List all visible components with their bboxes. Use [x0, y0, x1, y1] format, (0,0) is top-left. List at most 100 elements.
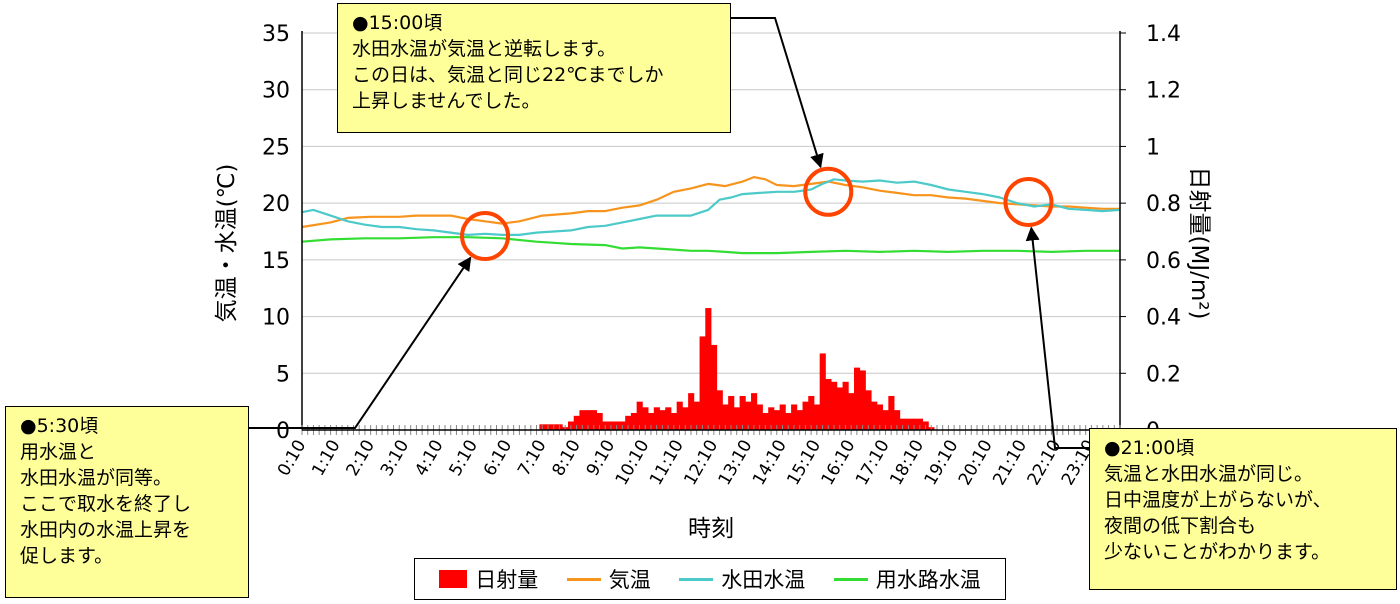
- left-axis-tick-labels: 0 5 10 15 20 25 30 35: [262, 22, 290, 444]
- solar-bar: [670, 412, 678, 430]
- series-line-水田水温: [301, 178, 1120, 236]
- solar-bar: [865, 390, 872, 430]
- solar-bar: [745, 401, 752, 430]
- legend-swatch: [833, 577, 868, 581]
- solar-bar: [791, 404, 798, 430]
- solar-bar: [831, 381, 838, 430]
- callout-line: 日中温度が上がらないが、: [1104, 489, 1332, 511]
- legend-item: 用水路水温: [833, 564, 981, 594]
- legend-label: 気温: [608, 568, 651, 592]
- legend-label: 用水路水温: [875, 568, 981, 592]
- highlight-circle: [1003, 177, 1054, 228]
- solar-bar: [762, 412, 769, 430]
- y-tick-left: 20: [262, 192, 290, 217]
- y-axis-left-label: 気温・水温(℃): [214, 164, 240, 323]
- legend-label: 水田水温: [721, 568, 806, 592]
- solar-bar: [648, 412, 655, 430]
- solar-bar: [796, 410, 803, 430]
- x-tick-label: 13:10: [715, 437, 757, 489]
- solar-bar: [779, 404, 786, 430]
- x-tick-label: 22:10: [1024, 437, 1066, 489]
- x-tick-label: 1:10: [308, 437, 344, 480]
- solar-bar: [705, 308, 712, 430]
- x-tick-label: 19:10: [921, 437, 963, 489]
- x-tick-label: 12:10: [680, 437, 722, 489]
- highlight-circle: [460, 211, 511, 262]
- solar-bar: [773, 410, 781, 430]
- y-tick-right: 0.4: [1146, 306, 1181, 331]
- callout-line: ●21:00頃: [1104, 437, 1195, 459]
- x-tick-label: 18:10: [886, 437, 928, 489]
- solar-bar: [590, 410, 597, 430]
- callout-line: 夜間の低下割合も: [1104, 515, 1257, 537]
- solar-bar: [716, 390, 723, 430]
- axes: [301, 31, 1126, 435]
- x-tick-label: 5:10: [446, 437, 482, 480]
- right-axis-tick-labels: 00.20.40.60.811.21.4: [1146, 22, 1181, 444]
- solar-bar: [688, 393, 695, 430]
- solar-bar: [825, 378, 832, 430]
- solar-bar: [699, 336, 706, 430]
- legend-swatch: [566, 577, 601, 581]
- legend-item: 日射量: [439, 564, 538, 594]
- callout-arrows: [249, 17, 1089, 449]
- callout-line: 水田水温が気温と逆転します。: [352, 38, 617, 60]
- solar-bar: [596, 412, 603, 430]
- callout-arrow: [1025, 226, 1089, 449]
- y-tick-left: 35: [262, 22, 290, 47]
- y-tick-right: 1.4: [1146, 22, 1181, 47]
- solar-bar: [768, 407, 775, 430]
- solar-bar: [848, 393, 855, 430]
- y-tick-left: 0: [276, 419, 290, 444]
- solar-bar: [785, 412, 792, 430]
- x-tick-label: 8:10: [548, 437, 584, 480]
- y-tick-left: 25: [262, 135, 290, 160]
- x-tick-label: 21:10: [989, 437, 1031, 489]
- x-tick-label: 16:10: [818, 437, 860, 489]
- solar-bar: [579, 410, 586, 430]
- x-tick-label: 6:10: [480, 437, 516, 480]
- y-tick-right: 0.8: [1146, 192, 1181, 217]
- solar-bar: [653, 407, 660, 430]
- legend-swatch: [679, 577, 714, 581]
- solar-bar: [625, 415, 632, 430]
- solar-bar: [876, 404, 884, 430]
- x-tick-label: 9:10: [583, 437, 619, 480]
- x-tick-label: 4:10: [411, 437, 447, 480]
- callout-line: 気温と水田水温が同じ。: [1104, 463, 1314, 485]
- callout-line: 促します。: [20, 545, 114, 567]
- legend-item: 水田水温: [679, 564, 805, 594]
- callout-line: 水田水温が同等。: [20, 467, 173, 489]
- solar-bar: [665, 407, 672, 430]
- solar-bar: [842, 381, 849, 430]
- solar-bar: [916, 418, 924, 430]
- callout-arrow: [731, 17, 824, 169]
- callout-line: ここで取水を終了し: [20, 493, 192, 515]
- solar-bar: [630, 412, 638, 430]
- solar-bar: [808, 395, 815, 430]
- highlight-circle: [803, 166, 854, 217]
- legend-item: 気温: [566, 564, 651, 594]
- x-tick-label: 10:10: [612, 437, 654, 489]
- solar-bar: [819, 353, 826, 430]
- solar-bar: [905, 418, 912, 430]
- highlight-circles: [460, 166, 1054, 262]
- callout-line: ●15:00頃: [352, 12, 443, 34]
- x-tick-label: 3:10: [377, 437, 413, 480]
- solar-bar: [642, 407, 649, 430]
- y-tick-left: 10: [262, 306, 290, 331]
- legend-label: 日射量: [475, 568, 539, 592]
- y-tick-right: 1.2: [1146, 79, 1181, 104]
- callout-arrow: [249, 256, 472, 429]
- x-axis-tick-labels: 0:101:102:103:104:105:106:107:108:109:10…: [274, 437, 1100, 489]
- solar-bar: [751, 393, 758, 430]
- y-tick-left: 5: [276, 362, 290, 387]
- solar-bar: [728, 395, 735, 430]
- callout-2100: ●21:00頃 気温と水田水温が同じ。 日中温度が上がらないが、 夜間の低下割合も 少な…: [1089, 428, 1397, 590]
- solar-bar: [882, 410, 889, 430]
- x-tick-label: 11:10: [646, 437, 688, 489]
- x-tick-label: 20:10: [955, 437, 997, 489]
- solar-bar: [854, 367, 861, 430]
- solar-bar: [813, 404, 821, 430]
